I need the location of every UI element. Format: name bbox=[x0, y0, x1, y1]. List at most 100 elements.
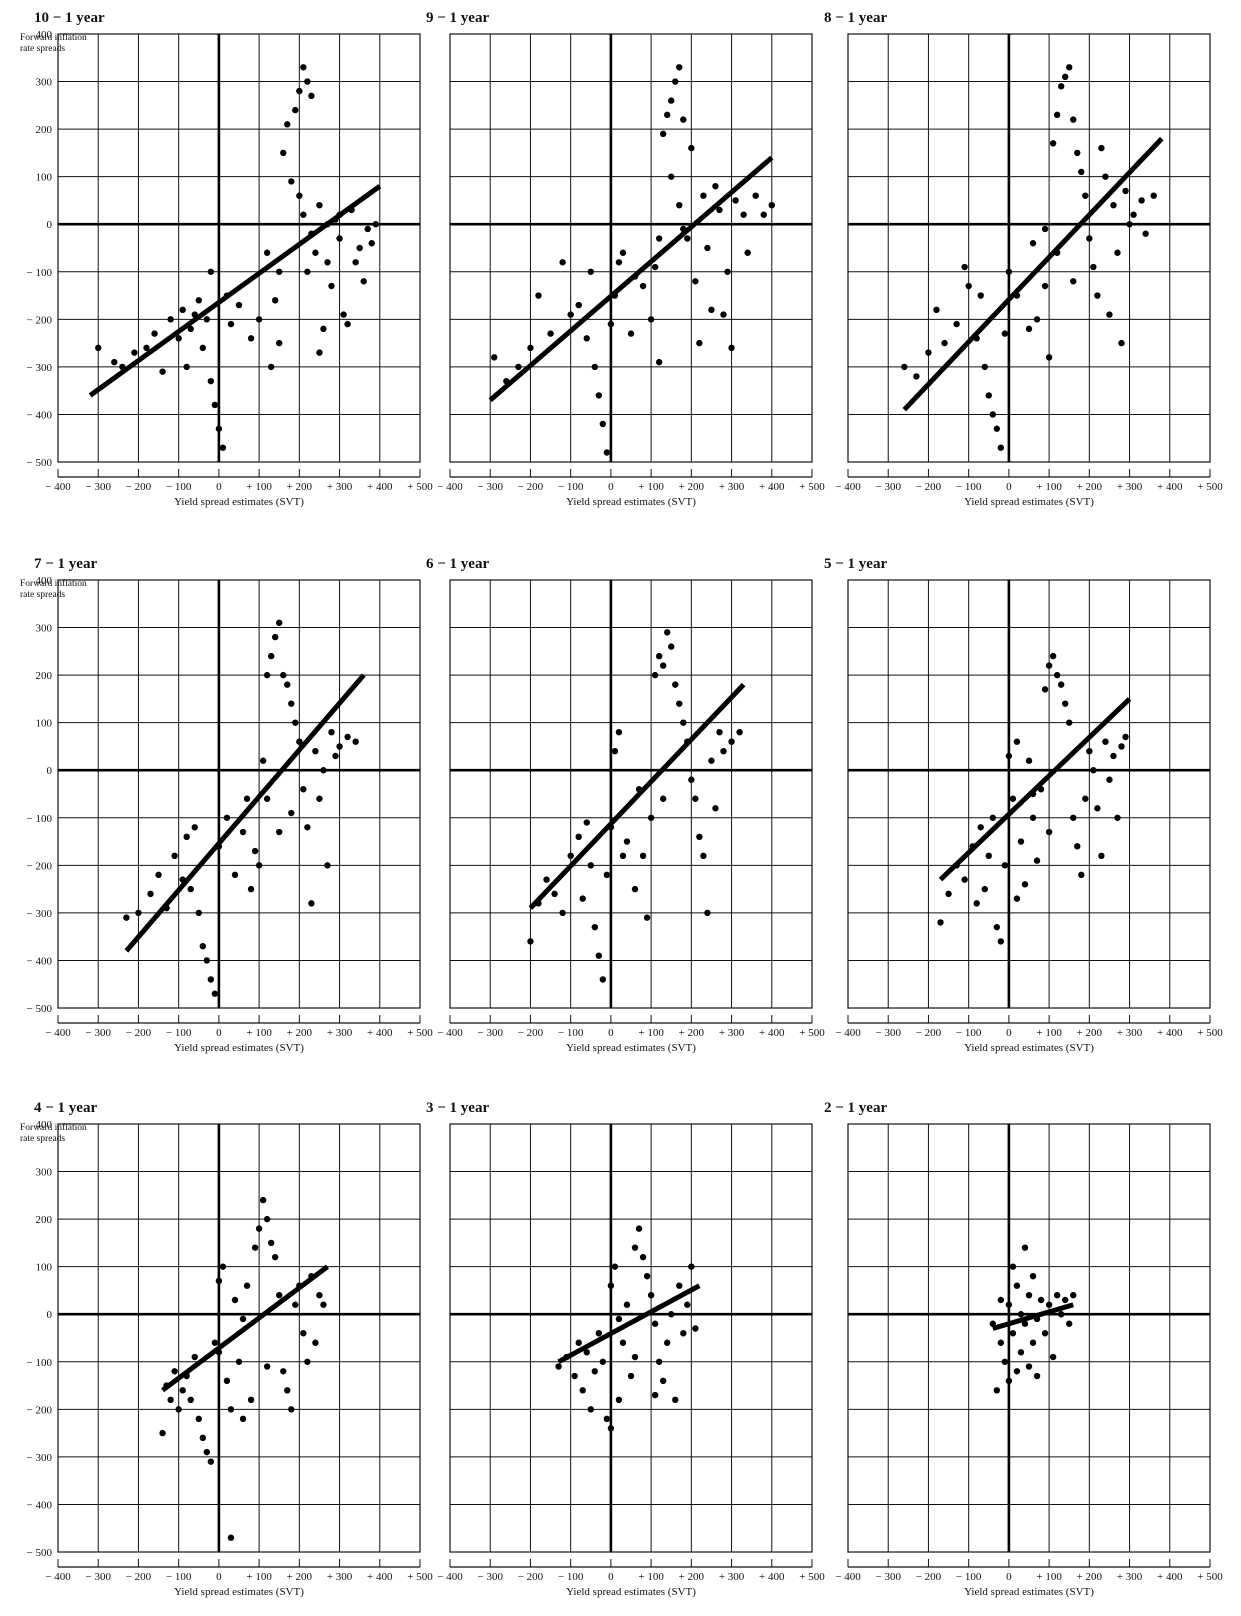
data-point bbox=[356, 244, 363, 252]
data-point bbox=[1001, 330, 1009, 337]
data-point bbox=[1106, 311, 1113, 318]
scatter-panel: 10 − 1 year Forward inflation rate spreads… bbox=[20, 10, 433, 508]
data-point bbox=[304, 1358, 311, 1365]
data-point bbox=[981, 363, 988, 371]
y-tick-label: 400 bbox=[36, 1119, 53, 1131]
x-tick-label: + 500 bbox=[407, 1027, 433, 1039]
data-point bbox=[207, 268, 215, 275]
data-point bbox=[631, 1353, 639, 1361]
data-point bbox=[332, 752, 339, 760]
data-point bbox=[368, 240, 375, 247]
data-point bbox=[288, 809, 295, 817]
data-point bbox=[320, 767, 327, 774]
data-point bbox=[131, 349, 138, 356]
data-point bbox=[255, 862, 263, 869]
data-points bbox=[901, 64, 1157, 451]
data-point bbox=[700, 192, 707, 199]
data-point bbox=[239, 1415, 247, 1423]
data-point bbox=[627, 1372, 635, 1380]
panel-title: 6 − 1 year bbox=[426, 556, 489, 572]
grid bbox=[449, 1123, 813, 1553]
y-tick-label: − 300 bbox=[27, 1452, 53, 1464]
data-point bbox=[292, 106, 299, 114]
data-point bbox=[235, 301, 243, 309]
y-axis-label: Forward inflation rate spreads bbox=[20, 1122, 87, 1144]
data-point bbox=[1057, 1311, 1065, 1318]
data-point bbox=[360, 278, 367, 285]
x-tick-label: − 200 bbox=[916, 1027, 942, 1039]
x-tick-label: + 500 bbox=[799, 481, 825, 493]
data-point bbox=[227, 320, 235, 328]
data-point bbox=[324, 259, 331, 266]
data-point bbox=[615, 1396, 623, 1404]
data-point bbox=[547, 330, 554, 337]
x-tick-label: + 500 bbox=[407, 481, 433, 493]
data-point bbox=[259, 1196, 267, 1204]
x-tick-label: 0 bbox=[216, 1571, 222, 1583]
data-point bbox=[676, 700, 683, 707]
data-point bbox=[631, 885, 639, 893]
data-point bbox=[300, 211, 307, 218]
data-point bbox=[575, 301, 582, 309]
x-axis-label: Yield spread estimates (SVT) bbox=[174, 1042, 304, 1054]
data-point bbox=[1045, 1301, 1053, 1308]
data-point bbox=[688, 776, 695, 783]
data-point bbox=[688, 144, 695, 152]
x-tick-label: − 100 bbox=[956, 481, 982, 493]
data-point bbox=[651, 263, 659, 271]
data-point bbox=[1053, 671, 1061, 679]
data-point bbox=[692, 1325, 699, 1332]
x-tick-label: − 400 bbox=[437, 1571, 463, 1583]
data-point bbox=[639, 1253, 647, 1261]
data-point bbox=[1090, 263, 1097, 271]
data-point bbox=[340, 311, 347, 318]
data-point bbox=[1045, 662, 1053, 669]
data-point bbox=[1005, 752, 1013, 760]
data-point bbox=[255, 316, 263, 323]
data-point bbox=[567, 311, 574, 318]
data-point bbox=[583, 819, 590, 826]
data-point bbox=[147, 890, 154, 898]
plot-frame bbox=[57, 33, 421, 463]
data-point bbox=[280, 149, 287, 157]
data-point bbox=[655, 358, 663, 366]
data-point bbox=[219, 1263, 227, 1270]
data-point bbox=[740, 211, 747, 218]
data-point bbox=[680, 116, 687, 123]
data-point bbox=[651, 1320, 659, 1327]
data-point bbox=[945, 890, 952, 898]
data-point bbox=[288, 700, 295, 707]
x-tick-label: 0 bbox=[216, 1027, 222, 1039]
data-point bbox=[207, 1458, 215, 1465]
data-point bbox=[211, 401, 219, 409]
data-point bbox=[1122, 187, 1129, 195]
scatter-panel: 4 − 1 year Forward inflation rate spreads −… bbox=[20, 1100, 433, 1598]
data-point bbox=[300, 64, 307, 71]
data-point bbox=[591, 363, 598, 371]
x-tick-label: + 400 bbox=[367, 1027, 393, 1039]
data-point bbox=[179, 1387, 186, 1394]
data-point bbox=[953, 320, 960, 328]
data-point bbox=[643, 1272, 651, 1280]
data-point bbox=[1086, 235, 1093, 242]
data-point bbox=[1150, 192, 1157, 199]
data-point bbox=[276, 339, 283, 347]
data-point bbox=[1017, 1349, 1025, 1356]
x-tick-label: + 500 bbox=[1197, 1027, 1223, 1039]
data-point bbox=[551, 890, 558, 898]
data-point bbox=[247, 335, 255, 342]
data-point bbox=[251, 1244, 259, 1251]
plot-frame bbox=[449, 33, 813, 463]
data-point bbox=[1013, 1282, 1021, 1289]
y-tick-label: 300 bbox=[36, 623, 53, 635]
data-point bbox=[1037, 1296, 1045, 1304]
data-point bbox=[143, 344, 150, 352]
data-point bbox=[664, 629, 671, 636]
data-point bbox=[227, 1534, 235, 1541]
x-tick-label: + 200 bbox=[1077, 481, 1103, 493]
data-point bbox=[171, 852, 178, 860]
data-point bbox=[1074, 843, 1081, 850]
data-point bbox=[304, 268, 311, 275]
x-tick-label: − 300 bbox=[85, 1571, 111, 1583]
